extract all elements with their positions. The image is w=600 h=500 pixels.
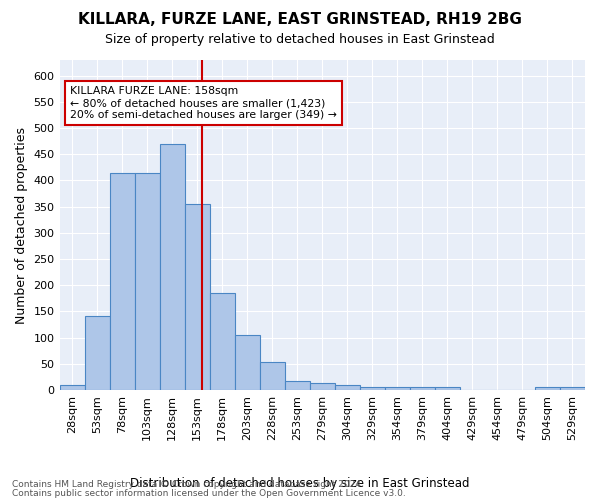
Bar — [235, 335, 260, 390]
Bar — [435, 388, 460, 390]
Bar — [535, 388, 560, 390]
Text: Contains HM Land Registry data © Crown copyright and database right 2024.: Contains HM Land Registry data © Crown c… — [12, 480, 364, 489]
Text: Distribution of detached houses by size in East Grinstead: Distribution of detached houses by size … — [130, 478, 470, 490]
Bar — [410, 388, 435, 390]
Text: KILLARA FURZE LANE: 158sqm
← 80% of detached houses are smaller (1,423)
20% of s: KILLARA FURZE LANE: 158sqm ← 80% of deta… — [70, 86, 337, 120]
Bar — [209, 293, 235, 390]
Bar — [160, 144, 185, 390]
Bar — [185, 204, 209, 390]
Bar — [260, 362, 285, 390]
Bar — [110, 172, 134, 390]
Bar — [385, 388, 410, 390]
Bar — [360, 388, 385, 390]
Text: KILLARA, FURZE LANE, EAST GRINSTEAD, RH19 2BG: KILLARA, FURZE LANE, EAST GRINSTEAD, RH1… — [78, 12, 522, 28]
Bar — [560, 388, 585, 390]
Text: Contains public sector information licensed under the Open Government Licence v3: Contains public sector information licen… — [12, 488, 406, 498]
Y-axis label: Number of detached properties: Number of detached properties — [15, 126, 28, 324]
Text: Size of property relative to detached houses in East Grinstead: Size of property relative to detached ho… — [105, 32, 495, 46]
Bar — [85, 316, 110, 390]
Bar — [310, 382, 335, 390]
Bar — [335, 385, 360, 390]
Bar — [285, 380, 310, 390]
Bar — [59, 385, 85, 390]
Bar — [134, 172, 160, 390]
